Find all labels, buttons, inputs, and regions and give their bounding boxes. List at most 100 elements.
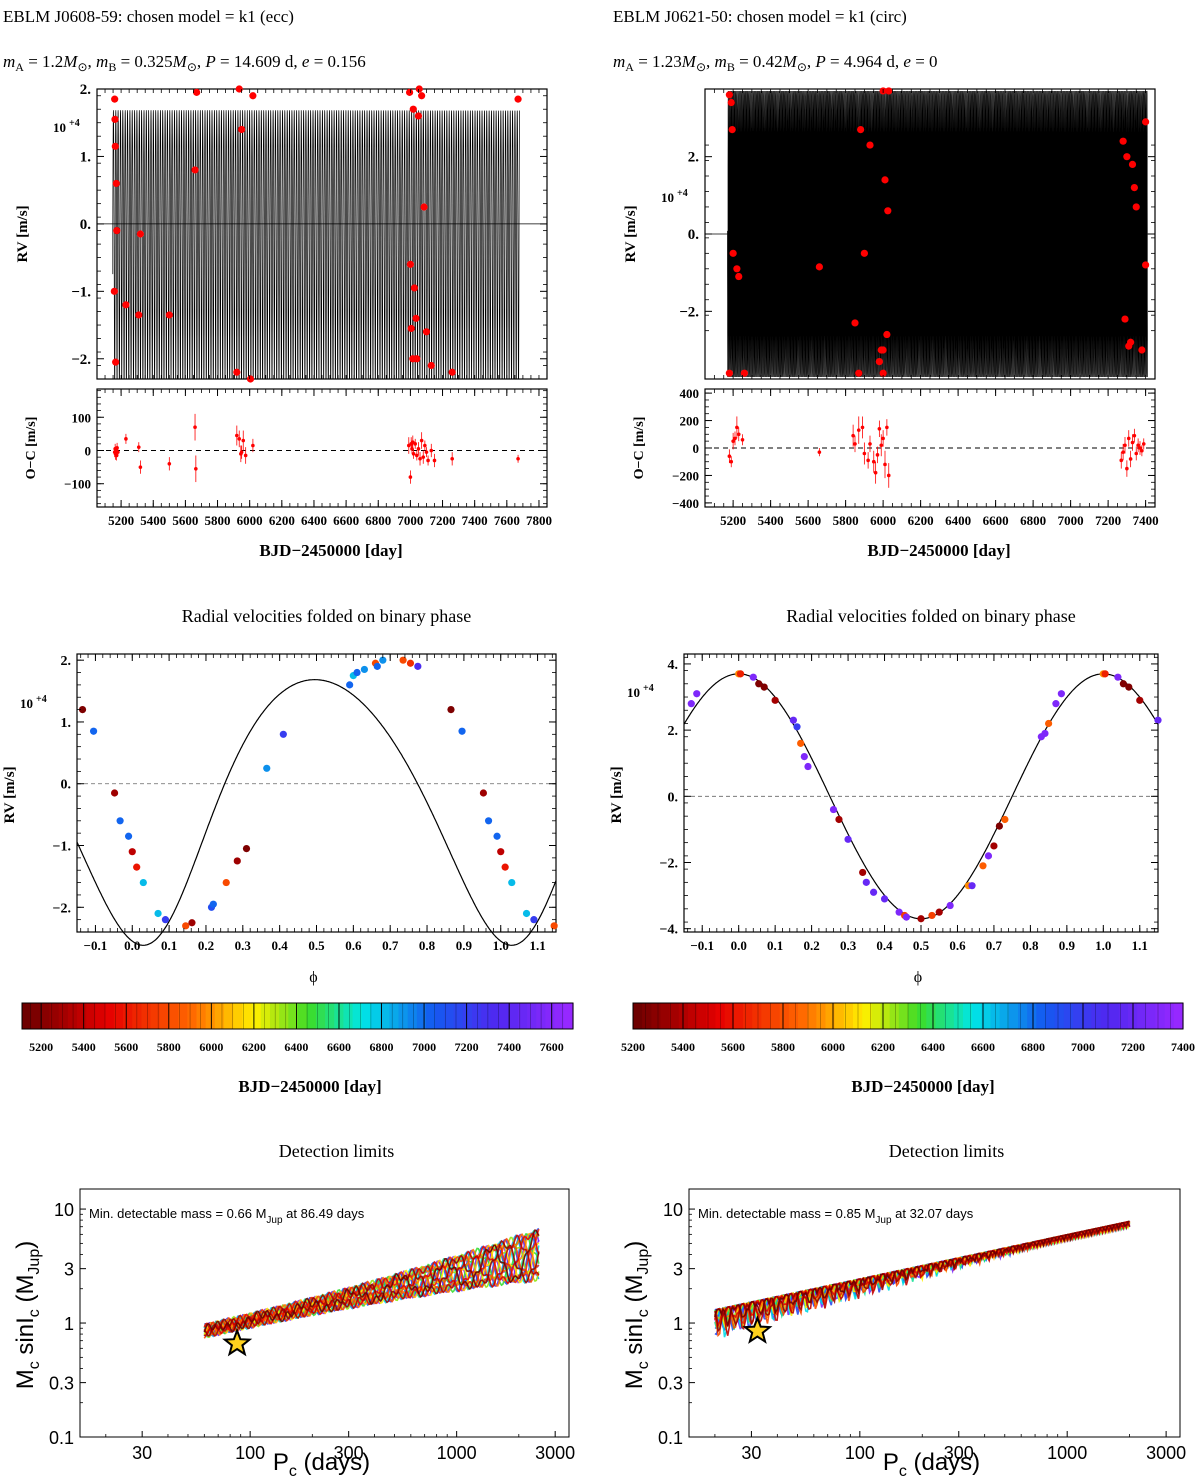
colorbar-segment: [1100, 1003, 1111, 1029]
phase-data-point: [800, 752, 808, 761]
column-2: EBLM J0621-50: chosen model = k1 (circ) m…: [609, 7, 1195, 1480]
colorbar-segment: [361, 1003, 372, 1029]
rv-data-point: [860, 249, 868, 257]
colorbar-label: BJD−2450000 [day]: [238, 1077, 381, 1096]
param-sub-A: A: [15, 60, 24, 74]
phase-data-point: [870, 888, 878, 896]
x-tick-label: 5400: [140, 513, 166, 528]
detection-frame: [688, 1188, 1181, 1438]
x-tick-label: 6800: [1020, 513, 1046, 528]
rv-data-point: [851, 319, 859, 327]
param-M-symbol: M: [782, 52, 798, 71]
phase-data-point: [1041, 729, 1049, 738]
phase-data-point: [182, 922, 190, 930]
xlabel-part: c: [899, 1463, 907, 1480]
rv-data-point: [729, 249, 737, 257]
detection-curves: [714, 1220, 1131, 1338]
colorbar-segment: [481, 1003, 491, 1029]
phase-data-point: [78, 706, 87, 714]
colorbar-segment: [168, 1003, 179, 1029]
oc-data-point: [1119, 458, 1124, 463]
x-tick-label: 0.9: [456, 938, 473, 953]
phase-data-point: [522, 909, 531, 918]
oc-data-point: [1132, 433, 1137, 438]
rv-data-point: [815, 263, 823, 271]
phase-data-point: [263, 764, 271, 772]
phase-data-point: [279, 730, 287, 738]
rv-time-panel: 2. 0. −2. 10 +4 RV [m/s]: [623, 87, 1156, 380]
rv-data-point: [407, 324, 415, 333]
phase-data-point: [89, 727, 98, 735]
y-tick-label: −200: [672, 468, 699, 483]
colorbar-segment: [517, 1003, 528, 1029]
phase-data-point: [414, 662, 422, 670]
colorbar-segment: [159, 1003, 170, 1029]
rv-exponent: 10: [53, 120, 66, 135]
phase-data-point: [755, 680, 763, 688]
colorbar-segment: [224, 1003, 234, 1029]
rv-data-point: [413, 355, 421, 363]
param-P: 4.964: [844, 52, 883, 71]
detection-y-tick-label: 0.1: [658, 1428, 683, 1448]
x-tick-label: 6600: [333, 513, 359, 528]
x-tick-label: 0.4: [876, 938, 893, 953]
colorbar-segment: [453, 1003, 464, 1029]
column-1: EBLM J0608-59: chosen model = k1 (ecc)mA…: [2, 7, 575, 1480]
param-sub-A: A: [625, 60, 634, 74]
phase-data-point: [979, 862, 987, 870]
colorbar-segment: [1137, 1003, 1147, 1029]
colorbar-segment: [1045, 1003, 1056, 1029]
x-tick-label: 7200: [1095, 513, 1121, 528]
phase-data-point: [497, 848, 505, 856]
y-tick-label: 0: [693, 441, 700, 456]
param-m-symbol: m: [613, 52, 625, 71]
colorbar-segment: [40, 1003, 51, 1029]
param-eq: =: [735, 52, 753, 71]
colorbar-segment: [999, 1003, 1010, 1029]
y-tick-label: 4.: [668, 658, 679, 673]
colorbar-segment: [917, 1003, 927, 1029]
detection-ylabel: Mc sinIc (MJup): [621, 1241, 652, 1389]
ylabel-part: M: [621, 1369, 648, 1389]
colorbar-segment: [178, 1003, 188, 1029]
y-tick-label: 0.: [80, 217, 92, 233]
colorbar-tick-label: 6000: [821, 1040, 845, 1054]
rv-data-point: [418, 92, 426, 100]
param-eq: =: [826, 52, 844, 71]
param-M-symbol: M: [681, 52, 697, 71]
detection-x-tick-label: 30: [741, 1443, 761, 1463]
phase-data-point: [124, 832, 133, 840]
rv-data-point: [879, 346, 887, 354]
ylabel-part: Jup: [635, 1249, 652, 1275]
rv-exponent-power: +4: [677, 188, 688, 199]
param-M-symbol: M: [172, 52, 188, 71]
x-tick-label: 0.1: [161, 938, 177, 953]
colorbar-tick-label: 7400: [497, 1040, 521, 1054]
colorbar-segment: [58, 1003, 69, 1029]
colorbar-segment: [471, 1003, 482, 1029]
oc-data-point: [731, 439, 735, 443]
phase-data-point: [687, 700, 695, 708]
detection-xlabel: Pc (days): [883, 1449, 980, 1480]
oc-data-point: [421, 455, 426, 459]
phase-data-point: [233, 857, 241, 865]
oc-data-point: [251, 443, 255, 448]
phase-data-point: [880, 895, 889, 903]
param-sep: ,: [807, 52, 816, 71]
x-tick-label: 6200: [908, 513, 934, 528]
colorbar-segment: [898, 1003, 909, 1029]
min-mass-star-icon: [222, 1327, 253, 1357]
colorbar-segment: [150, 1003, 161, 1029]
x-tick-label: 0.1: [767, 938, 783, 953]
param-sun: ⊙: [797, 60, 807, 74]
param-sep: ,: [88, 52, 97, 71]
colorbar-segment: [214, 1003, 225, 1029]
param-M-symbol: M: [62, 52, 78, 71]
colorbar-segment: [269, 1003, 280, 1029]
rv-data-point: [110, 287, 118, 295]
oc-data-point: [875, 453, 880, 457]
rv-data-point: [405, 88, 414, 96]
colorbar-tick-label: 5600: [721, 1040, 745, 1054]
oc-data-point: [235, 433, 239, 438]
detection-frame: [79, 1188, 570, 1438]
